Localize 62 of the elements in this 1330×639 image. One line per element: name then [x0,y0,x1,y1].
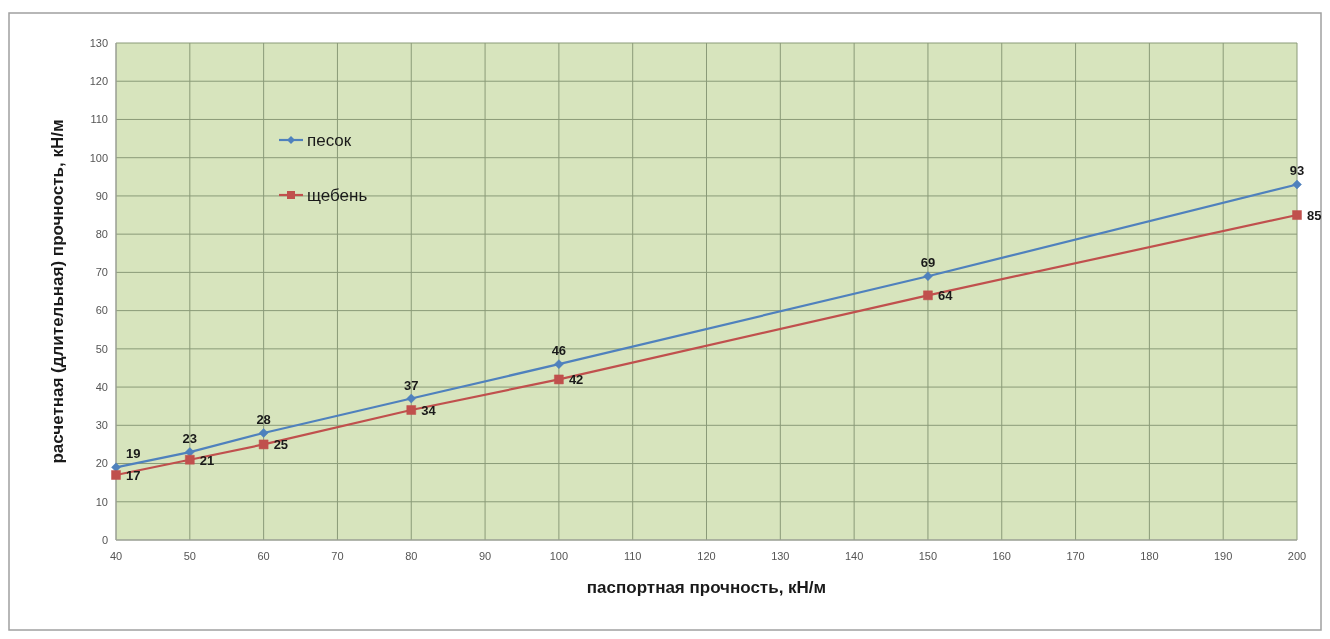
x-axis-title: паспортная прочность, кН/м [586,578,827,597]
point [923,290,933,301]
y-tick-label: 30 [95,419,108,432]
y-tick-label: 40 [95,380,108,393]
point [185,447,195,457]
x-tick-label: 90 [478,550,492,562]
x-tick-label: 190 [1214,550,1233,562]
point [406,405,416,415]
y-tick-label: 90 [95,189,108,202]
point [923,271,933,281]
y-tick-label: 20 [95,457,108,470]
y-tick-label: 120 [89,75,108,88]
point [258,439,269,450]
point [554,359,564,369]
y-tick-label: 50 [95,342,108,355]
x-tick-label: 120 [697,550,716,562]
data-label: 17 [126,468,141,484]
x-tick-label: 110 [623,550,642,562]
point [185,454,195,465]
data-label: 46 [551,343,567,359]
x-tick-label: 140 [844,550,864,562]
x-tick-label: 100 [549,550,569,562]
y-tick-label: 0 [101,533,108,546]
point [554,374,564,385]
data-label: 34 [421,403,437,419]
x-tick-label: 130 [771,550,790,562]
y-tick-label: 70 [95,266,108,279]
y-tick-label: 110 [90,113,108,126]
x-tick-label: 60 [257,550,270,562]
x-tick-label: 180 [1140,550,1159,562]
data-label: 85 [1307,208,1322,224]
data-label: 19 [126,446,141,462]
x-tick-label: 170 [1066,550,1085,562]
data-label: 37 [404,377,419,393]
x-tick-label: 160 [992,550,1011,562]
y-tick-label: 130 [89,36,108,49]
data-label: 93 [1289,163,1305,179]
data-label: 23 [182,431,198,447]
data-label: 64 [937,288,954,304]
x-tick-label: 70 [331,550,344,562]
data-label: 69 [920,255,936,271]
legend-label: песок [307,130,352,150]
y-tick-label: 100 [89,151,108,164]
x-tick-label: 150 [918,550,938,562]
point [406,393,416,404]
point [1292,210,1302,220]
data-label: 42 [568,372,584,388]
legend-label: щебень [307,185,368,205]
y-tick-label: 60 [95,304,108,317]
y-axis-title: расчетная (длительная) прочность, кН/м [48,119,67,464]
x-tick-label: 200 [1287,550,1307,562]
point [111,470,121,480]
data-label: 25 [273,437,289,453]
data-label: 21 [199,452,215,468]
y-tick-label: 10 [95,495,108,508]
point [1292,179,1302,190]
x-tick-label: 50 [183,550,196,562]
x-tick-label: 40 [109,550,123,562]
y-tick-label: 80 [95,228,108,240]
x-tick-label: 80 [405,550,418,562]
point [258,428,269,438]
data-label: 28 [256,411,271,427]
